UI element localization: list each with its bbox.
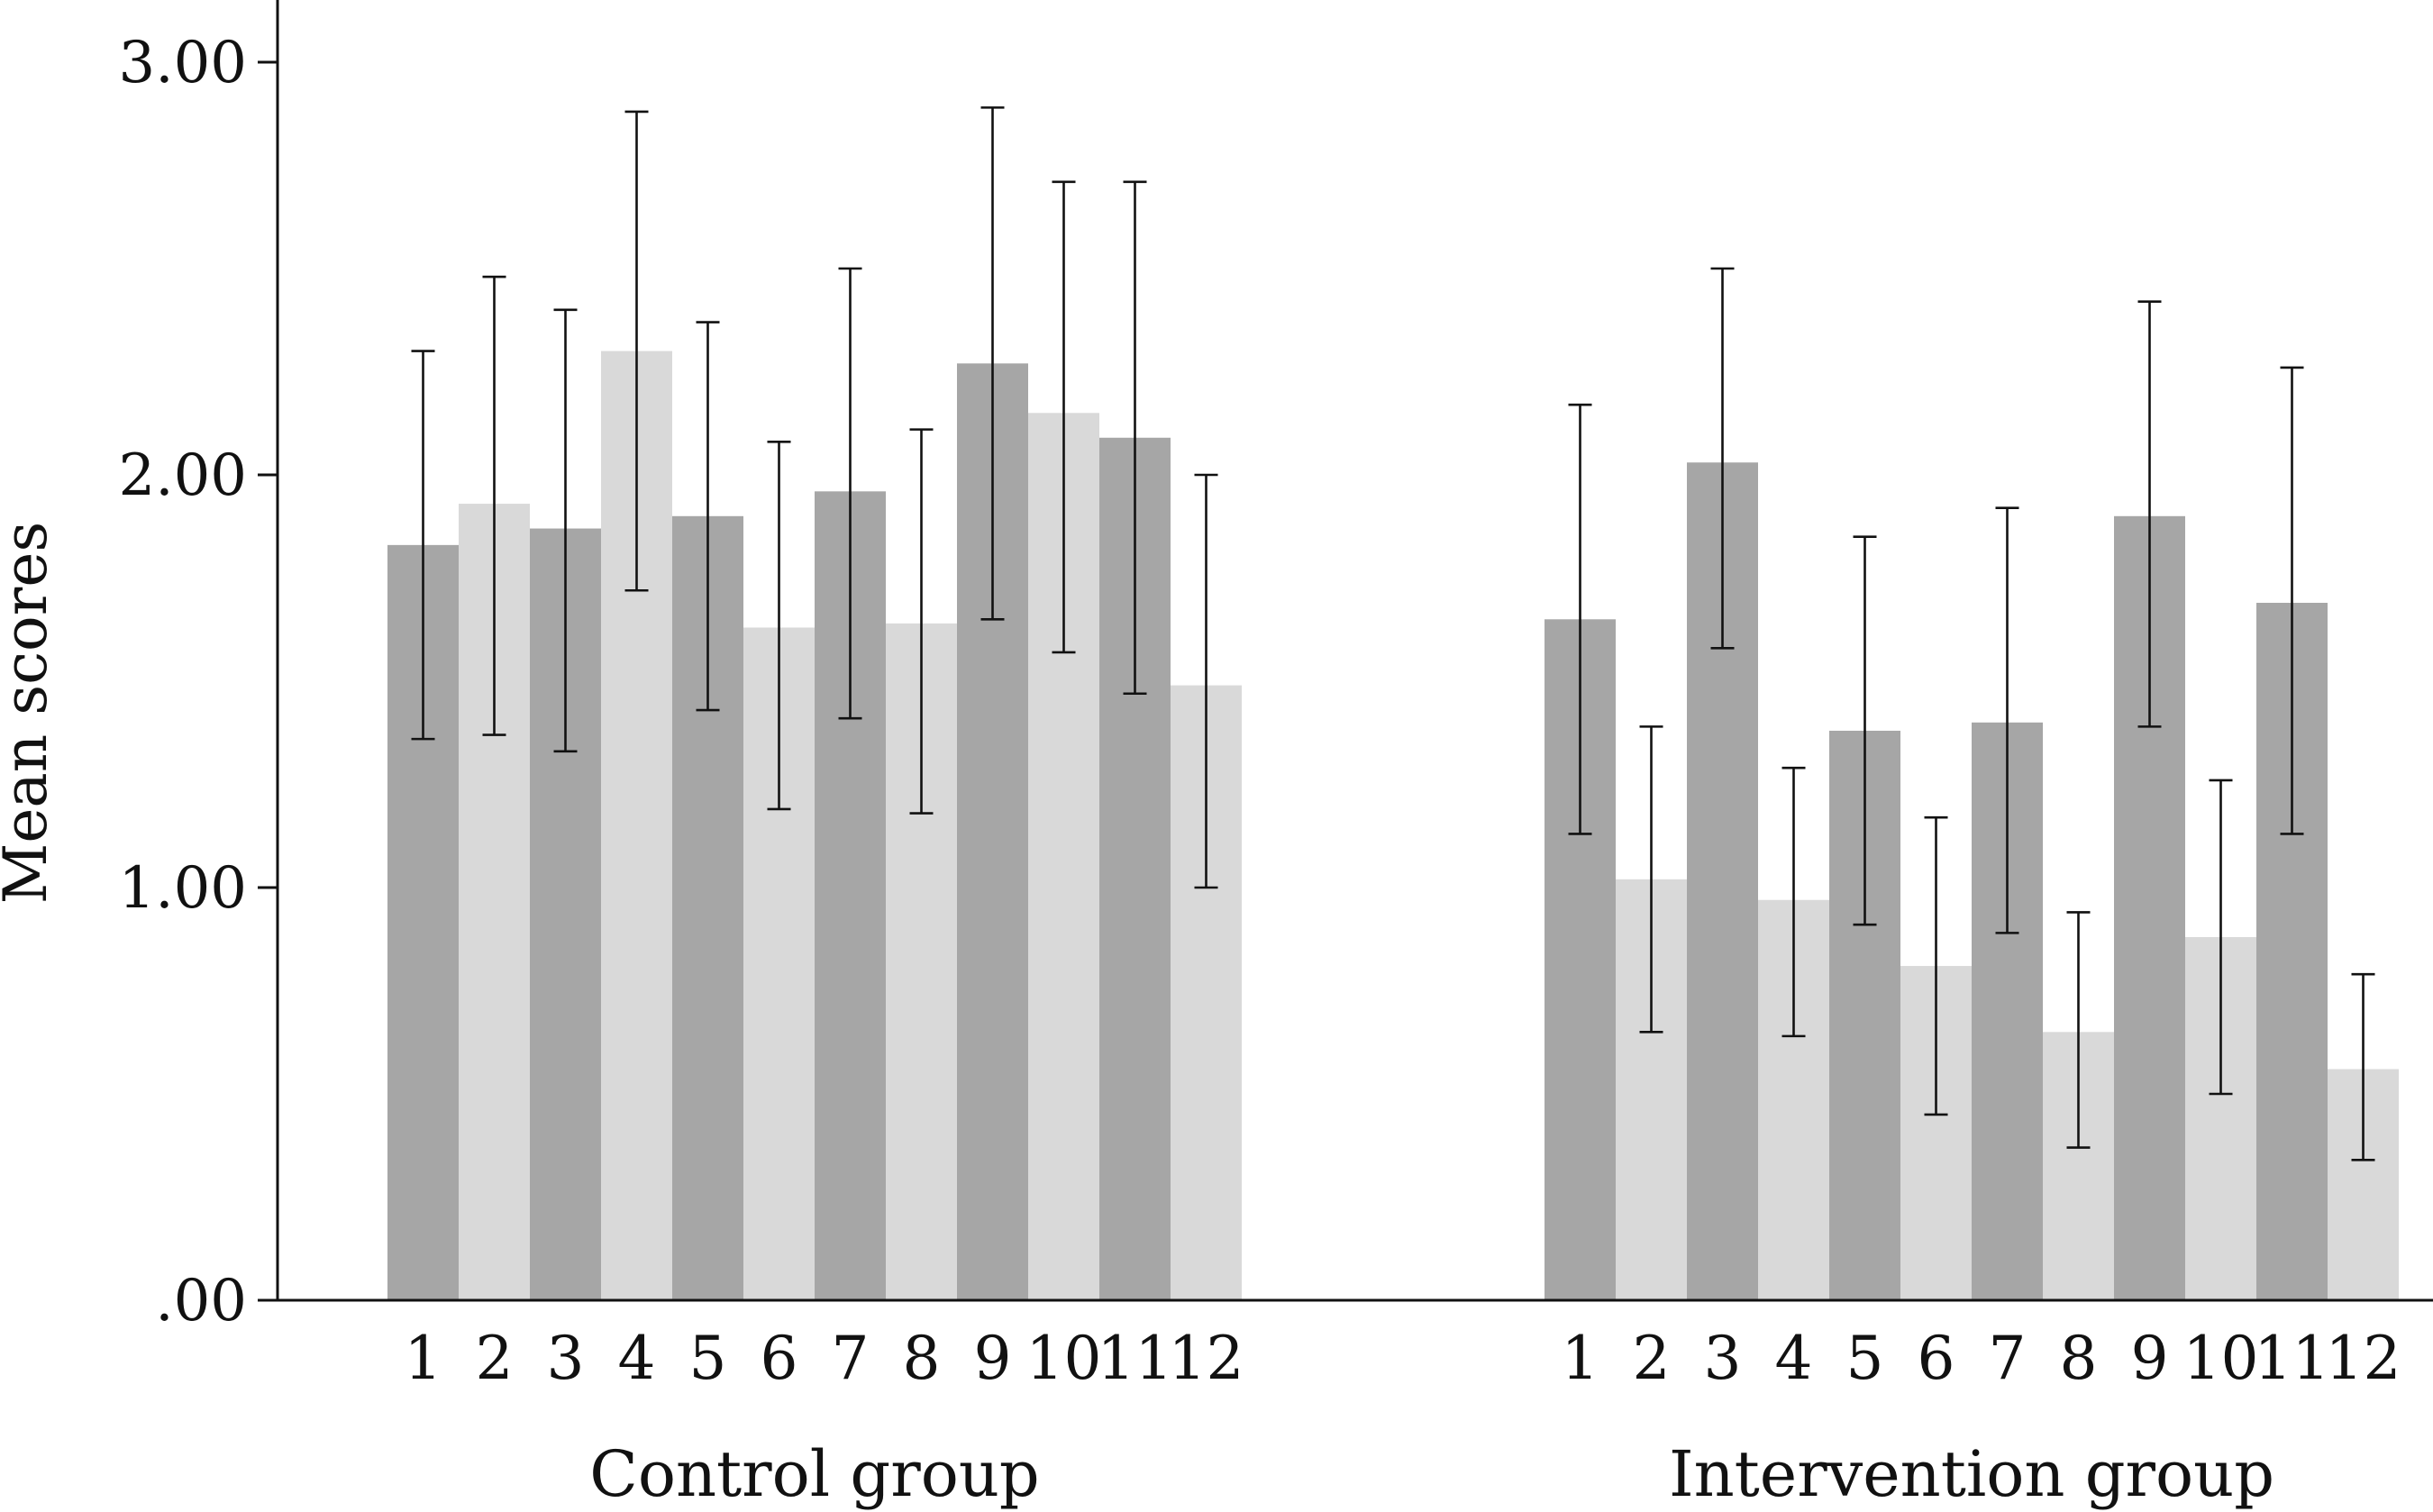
error-bar-intervention-1 [1568, 403, 1592, 835]
x-tick-label: 10 [2183, 1324, 2259, 1393]
error-bar-control-9 [980, 106, 1005, 621]
x-tick-label: 4 [618, 1324, 656, 1393]
x-tick-label: 4 [1775, 1324, 1813, 1393]
x-tick-label: 1 [405, 1324, 442, 1393]
error-bar-control-10 [1052, 180, 1076, 654]
error-bar-control-12 [1194, 473, 1218, 889]
y-axis-title: Mean scores [0, 522, 60, 905]
x-tick-label: 6 [1918, 1324, 1955, 1393]
error-bar-control-1 [411, 350, 435, 741]
x-tick-label: 11 [1098, 1324, 1173, 1393]
x-tick-label: 10 [1026, 1324, 1102, 1393]
y-tick-label: 2.00 [119, 442, 248, 509]
error-bar-intervention-4 [1781, 766, 1806, 1038]
error-bar-intervention-8 [2066, 911, 2091, 1149]
group-labels-layer: Control group Intervention group [589, 1437, 2274, 1511]
error-bar-intervention-5 [1853, 535, 1877, 926]
error-bar-control-8 [909, 428, 934, 815]
y-tick-label: 1.00 [119, 855, 248, 922]
error-bar-intervention-7 [1995, 506, 2019, 934]
x-tick-label: 2 [1633, 1324, 1671, 1393]
error-bar-intervention-2 [1639, 725, 1663, 1034]
x-tick-label: 3 [547, 1324, 585, 1393]
error-bar-control-5 [696, 321, 720, 712]
x-tick-label: 9 [974, 1324, 1012, 1393]
group-label-control: Control group [589, 1437, 1039, 1511]
x-tick-label: 6 [761, 1324, 798, 1393]
error-bar-intervention-3 [1710, 267, 1735, 650]
y-tick-label: .00 [155, 1268, 247, 1334]
x-tick-label: 11 [2255, 1324, 2330, 1393]
error-bar-intervention-12 [2351, 972, 2375, 1161]
error-bar-control-4 [624, 110, 649, 592]
error-bar-control-11 [1123, 180, 1147, 696]
y-tick-label: 3.00 [119, 30, 248, 96]
x-tick-label: 5 [1846, 1324, 1884, 1393]
x-tick-label: 9 [2131, 1324, 2169, 1393]
error-bar-control-7 [838, 267, 862, 720]
error-bar-intervention-9 [2137, 300, 2162, 728]
y-ticks-layer: .00 1.00 2.00 3.00 [119, 30, 278, 1334]
x-tick-label: 1 [1562, 1324, 1599, 1393]
error-bar-intervention-10 [2209, 779, 2233, 1096]
error-bars-layer [411, 106, 2375, 1161]
x-tick-label: 5 [689, 1324, 727, 1393]
error-bar-control-3 [553, 308, 578, 753]
x-tick-label: 7 [832, 1324, 870, 1393]
x-tick-label: 2 [476, 1324, 514, 1393]
error-bar-intervention-6 [1924, 815, 1948, 1116]
error-bar-control-2 [482, 275, 506, 736]
error-bar-control-6 [767, 441, 791, 811]
x-tick-label: 3 [1704, 1324, 1742, 1393]
x-tick-label: 8 [903, 1324, 941, 1393]
x-tick-label: 12 [1169, 1324, 1244, 1393]
x-tick-label: 7 [1989, 1324, 2027, 1393]
x-tick-label: 8 [2060, 1324, 2098, 1393]
x-tick-label: 12 [2326, 1324, 2401, 1393]
error-bar-intervention-11 [2280, 366, 2304, 835]
bars-layer [387, 351, 2399, 1301]
group-label-intervention: Intervention group [1669, 1437, 2274, 1511]
